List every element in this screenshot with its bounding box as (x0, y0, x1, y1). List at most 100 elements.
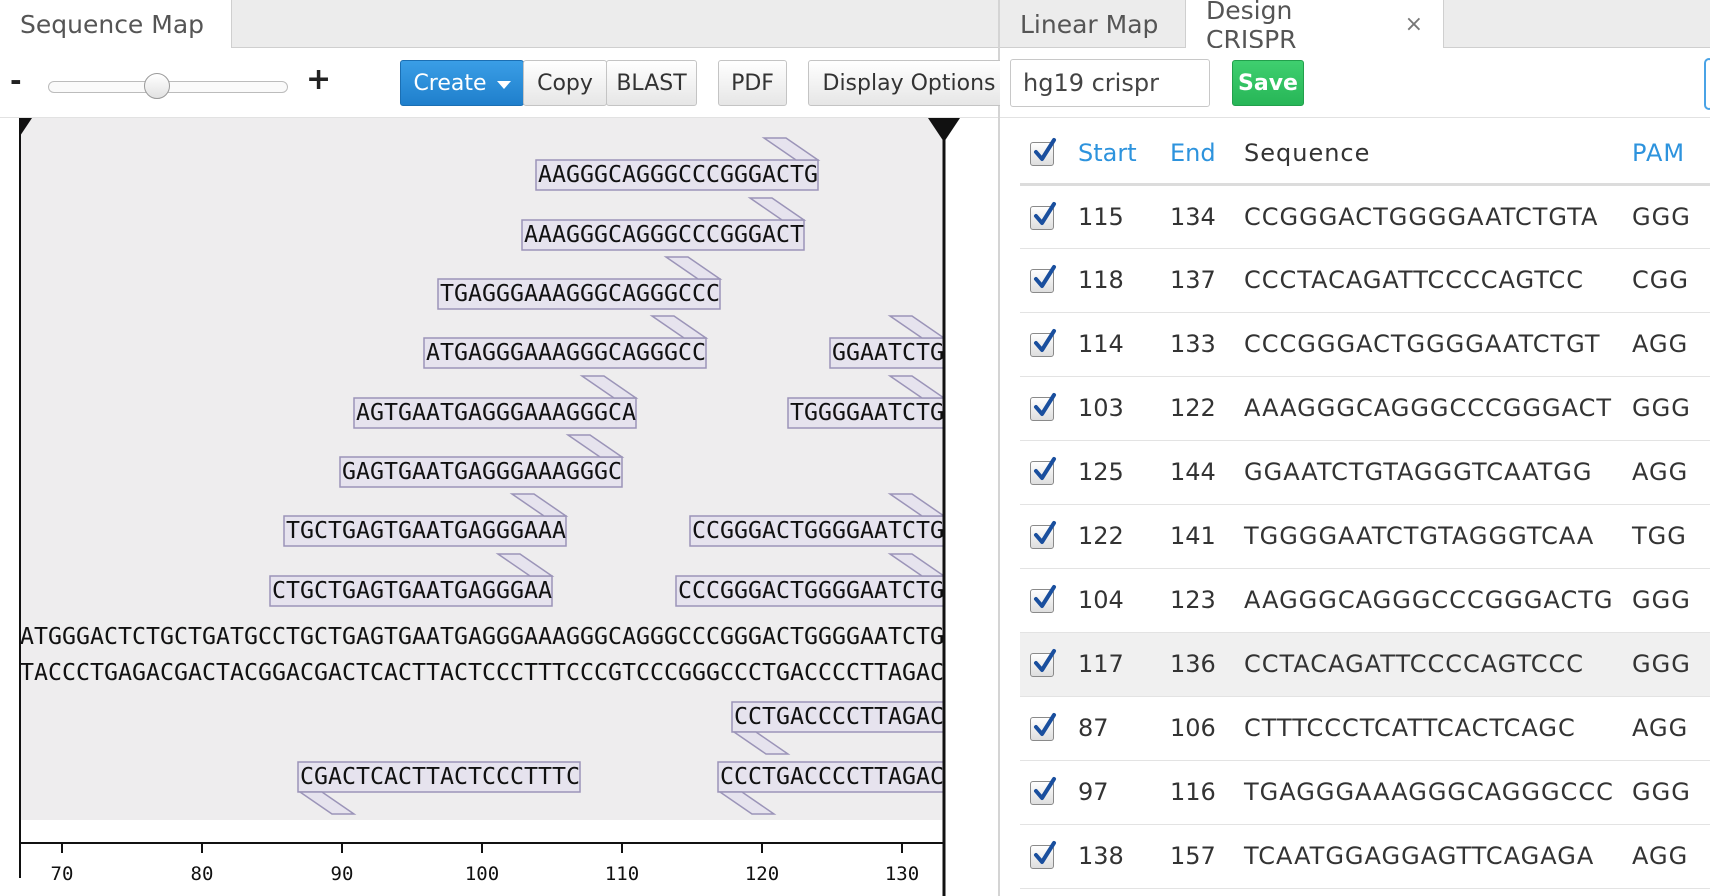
guide-forward-arrow[interactable] (887, 375, 944, 399)
guide-forward-box[interactable] (535, 159, 819, 191)
table-row[interactable]: 115 134 CCGGGACTGGGGAATCTGTA GGG (1020, 184, 1710, 249)
guide-forward-text[interactable]: TGGGGAATCTG (790, 400, 944, 426)
table-row[interactable]: 97 116 TGAGGGAAAGGGCAGGGCCC GGG (1020, 760, 1710, 825)
guide-forward-text[interactable]: CTGCTGAGTGAATGAGGGAA (272, 578, 552, 604)
guide-forward-text[interactable]: ATGAGGGAAAGGGCAGGGCC (426, 340, 706, 366)
row-checkbox[interactable] (1030, 201, 1056, 230)
guide-forward-text[interactable]: CCCGGGACTGGGGAATCTG (678, 578, 944, 604)
row-checkbox[interactable] (1030, 521, 1056, 549)
zoom-slider-thumb[interactable] (144, 73, 171, 99)
guide-forward-arrow[interactable] (663, 256, 723, 280)
offscreen-control-edge[interactable] (1704, 58, 1710, 110)
guide-forward-arrow[interactable] (887, 493, 944, 517)
guide-reverse-text[interactable]: CCCTGACCCCTTAGAC (720, 764, 944, 790)
guide-forward-text[interactable]: AAGGGCAGGGCCCGGGACTG (538, 162, 818, 188)
select-all-cell (1020, 124, 1078, 186)
guide-reverse-arrow[interactable] (731, 731, 791, 755)
tab-design-crispr[interactable]: Design CRISPR × (1186, 0, 1444, 54)
tab-sequence-map[interactable]: Sequence Map (0, 0, 232, 49)
guide-forward-text[interactable]: AGTGAATGAGGGAAAGGGCA (356, 400, 636, 426)
header-end[interactable]: End (1170, 124, 1244, 186)
table-row[interactable]: 118 137 CCCTACAGATTCCCCAGTCC CGG (1020, 248, 1710, 313)
row-checkbox[interactable] (1030, 457, 1056, 485)
header-start[interactable]: Start (1078, 124, 1170, 186)
sequence-map-svg: AAGGGCAGGGCCCGGGACTG AAAGGGCAGGGCCCGGGACT… (19, 118, 960, 896)
guide-forward-box[interactable] (283, 515, 567, 547)
guide-forward-arrow[interactable] (509, 493, 569, 517)
cell-end: 157 (1170, 824, 1244, 889)
guide-forward-text[interactable]: AAAGGGCAGGGCCCGGGACT (524, 222, 804, 248)
guide-rows: 115 134 CCGGGACTGGGGAATCTGTA GGG 118 137 CCCTA… (1020, 184, 1710, 889)
table-row[interactable]: 117 136 CCTACAGATTCCCCAGTCCC GGG (1020, 632, 1710, 697)
guide-forward-text[interactable]: CCGGGACTGGGGAATCTG (692, 518, 944, 544)
copy-button[interactable]: Copy (523, 60, 607, 106)
check-icon (1034, 777, 1056, 800)
guide-forward-box[interactable] (521, 219, 805, 251)
display-options-button[interactable]: Display Options (808, 60, 1034, 106)
guide-forward-box[interactable] (423, 337, 707, 369)
table-row[interactable]: 103 122 AAAGGGCAGGGCCCGGGACT GGG (1020, 376, 1710, 441)
guide-forward-box[interactable] (829, 337, 944, 369)
guide-forward-arrow[interactable] (565, 434, 625, 458)
table-row[interactable]: 125 144 GGAATCTGTAGGGTCAATGG AGG (1020, 440, 1710, 505)
select-all-checkbox[interactable] (1030, 138, 1056, 167)
check-icon (1034, 138, 1056, 162)
row-checkbox[interactable] (1030, 265, 1056, 293)
row-checkbox[interactable] (1030, 841, 1056, 869)
row-checkbox[interactable] (1030, 649, 1056, 677)
guide-forward-box[interactable] (787, 397, 944, 429)
table-row[interactable]: 122 141 TGGGGAATCTGTAGGGTCAA TGG (1020, 504, 1710, 569)
crispr-name-input[interactable] (1010, 59, 1210, 107)
table-row[interactable]: 114 133 CCCGGGACTGGGGAATCTGT AGG (1020, 312, 1710, 377)
guide-reverse-arrow[interactable] (717, 791, 777, 815)
guide-forward-arrow[interactable] (747, 197, 807, 221)
guide-forward-arrow[interactable] (649, 315, 709, 339)
cell-start: 104 (1078, 568, 1170, 633)
guide-forward-arrow[interactable] (887, 553, 944, 577)
zoom-in-button[interactable]: + (306, 62, 332, 97)
zoom-out-button[interactable]: - (10, 64, 22, 97)
row-checkbox[interactable] (1030, 585, 1056, 613)
header-pam[interactable]: PAM (1632, 124, 1710, 186)
guide-reverse-arrow[interactable] (297, 791, 357, 815)
guide-forward-text[interactable]: GGAATCTG (832, 340, 944, 366)
create-button[interactable]: Create (400, 60, 524, 106)
blast-button-label: BLAST (616, 70, 687, 96)
guide-forward-box[interactable] (269, 575, 553, 607)
guide-forward-box[interactable] (689, 515, 944, 547)
sequence-map-canvas[interactable]: AAGGGCAGGGCCCGGGACTG AAAGGGCAGGGCCCGGGACT… (0, 118, 998, 896)
row-checkbox[interactable] (1030, 329, 1056, 357)
guide-reverse-text[interactable]: CGACTCACTTACTCCCTTTC (300, 764, 580, 790)
table-row[interactable]: 104 123 AAGGGCAGGGCCCGGGACTG GGG (1020, 568, 1710, 633)
guide-forward-box[interactable] (353, 397, 637, 429)
guide-reverse-box[interactable] (731, 701, 944, 733)
ruler-tick-label: 110 (605, 863, 639, 885)
row-checkbox[interactable] (1030, 393, 1056, 421)
right-tab-bar: Linear Map Design CRISPR × (1000, 0, 1710, 54)
guide-forward-box[interactable] (339, 456, 623, 488)
guide-forward-arrow[interactable] (495, 553, 555, 577)
save-button[interactable]: Save (1232, 60, 1304, 106)
row-checkbox[interactable] (1030, 713, 1056, 741)
guide-forward-box[interactable] (437, 278, 721, 310)
guide-forward-arrow[interactable] (579, 375, 639, 399)
guide-reverse-text[interactable]: CCTGACCCCTTAGAC (734, 704, 944, 730)
tab-linear-map[interactable]: Linear Map (1000, 0, 1186, 48)
blast-button[interactable]: BLAST (606, 60, 697, 106)
guide-forward-box[interactable] (675, 575, 944, 607)
row-checkbox[interactable] (1030, 777, 1056, 805)
table-row[interactable]: 87 106 CTTTCCCTCATTCACTCAGC AGG (1020, 696, 1710, 761)
pdf-button[interactable]: PDF (718, 60, 787, 106)
close-icon[interactable]: × (1404, 12, 1423, 37)
guide-reverse-box[interactable] (297, 761, 581, 793)
guide-forward-text[interactable]: TGAGGGAAAGGGCAGGGCCC (440, 281, 720, 307)
guide-forward-arrow[interactable] (887, 315, 944, 339)
display-options-label: Display Options (822, 70, 996, 96)
forward-strand: ATGGGACTCTGCTGATGCCTGCTGAGTGAATGAGGGAAAG… (20, 624, 944, 650)
cell-start: 87 (1078, 696, 1170, 761)
guide-forward-text[interactable]: TGCTGAGTGAATGAGGGAAA (286, 518, 566, 544)
table-row[interactable]: 138 157 TCAATGGAGGAGTTCAGAGA AGG (1020, 824, 1710, 889)
guide-forward-text[interactable]: GAGTGAATGAGGGAAAGGGC (342, 459, 622, 485)
guide-reverse-box[interactable] (717, 761, 944, 793)
guide-forward-arrow[interactable] (761, 137, 821, 161)
